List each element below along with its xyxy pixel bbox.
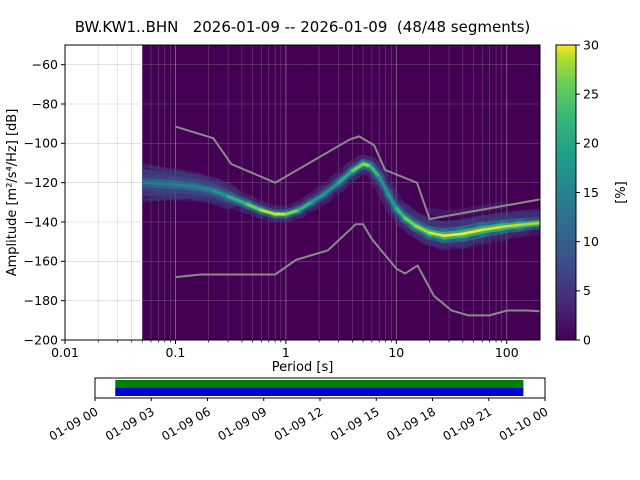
timeline-tick-label: 01-09 09 [216, 404, 270, 443]
psd-haze [400, 203, 541, 231]
noise-models [175, 125, 541, 317]
colorbar [556, 45, 576, 340]
colorbar-tick-label: 0 [583, 332, 591, 347]
psd-ridge-segment [284, 208, 300, 216]
x-tick-label: 10 [388, 345, 404, 360]
psd-ridge-segment [377, 175, 390, 196]
psd-ridge-segment [395, 206, 407, 220]
timeline-coverage-green [115, 380, 524, 388]
psd-ridge-segment [442, 232, 465, 238]
psd-ridge-segment [368, 164, 381, 179]
x-tick-label: 1 [282, 345, 290, 360]
psd-ridge-segment [351, 162, 365, 173]
y-tick-label: −140 [24, 214, 58, 229]
psd-ridge-segment [157, 182, 177, 186]
timeline-tick-label: 01-09 21 [441, 404, 495, 443]
colorbar-tick-label: 25 [583, 86, 599, 101]
x-tick-label: 0.01 [51, 345, 79, 360]
timeline-tick-label: 01-09 12 [272, 404, 326, 443]
psd-ridge-segment [518, 221, 541, 227]
timeline-tick-label: 01-09 03 [103, 404, 157, 443]
timeline-tick-label: 01-10 00 [497, 404, 551, 443]
x-tick-label: 100 [495, 345, 519, 360]
psd-ridge-segment [142, 181, 160, 185]
timeline-tick-label: 01-09 15 [328, 404, 382, 443]
chart-title: BW.KW1..BHN 2026-01-09 -- 2026-01-09 (48… [75, 18, 531, 36]
timeline-tick-label: 01-09 00 [47, 404, 101, 443]
y-tick-label: −60 [32, 57, 58, 72]
psd-ridge-segment [322, 181, 340, 196]
colorbar-tick-label: 5 [583, 283, 591, 298]
y-tick-label: −80 [32, 96, 58, 111]
psd-ridge-segment [297, 201, 313, 212]
psd-ridge-segment [480, 225, 504, 232]
psd-ridge-segment [260, 208, 277, 216]
psd-ridge-segment [226, 195, 249, 206]
psd-ridge-segment [387, 193, 398, 210]
psd-ridge-segment [174, 183, 197, 188]
psd-histogram [142, 154, 541, 251]
y-axis-label: Amplitude [m²/s⁴/Hz] [dB] [5, 109, 20, 277]
nlnm-curve [175, 223, 541, 317]
timeline-coverage-blue [115, 388, 524, 396]
psd-ridge-segment [211, 189, 230, 198]
colorbar-label: [%] [614, 181, 629, 204]
psd-haze [413, 233, 485, 249]
x-tick-label: 0.1 [165, 345, 185, 360]
y-tick-label: −160 [24, 254, 58, 269]
colorbar-tick-label: 15 [583, 185, 599, 200]
psd-ridge-segment [403, 216, 418, 228]
colorbar-tick-label: 30 [583, 37, 599, 52]
timeline: 01-09 00 01-09 03 01-09 06 01-09 09 01-09 12… [47, 377, 551, 444]
y-tick-label: −180 [24, 293, 58, 308]
psd-ridge-segment [500, 223, 521, 229]
y-tick-label: −120 [24, 175, 58, 190]
psd-ridge-segment [193, 185, 215, 192]
timeline-tick-label: 01-09 18 [384, 404, 438, 443]
timeline-tick-label: 01-09 06 [159, 404, 213, 443]
y-tick-label: −200 [24, 332, 58, 347]
psd-ridge-segment [428, 231, 446, 238]
x-axis-label: Period [s] [272, 360, 334, 375]
colorbar-tick-label: 20 [583, 136, 599, 151]
psd-ridge-segment [461, 228, 484, 236]
axes-frame [64, 44, 541, 341]
psd-ridge-segment [337, 169, 354, 184]
psd-ridge-segment [310, 193, 325, 204]
psd-ridge-segment [246, 203, 263, 212]
psd-ridge-segment [414, 224, 431, 235]
nhnm-curve [175, 125, 541, 221]
y-tick-label: −100 [24, 136, 58, 151]
colorbar-tick-label: 10 [583, 234, 599, 249]
